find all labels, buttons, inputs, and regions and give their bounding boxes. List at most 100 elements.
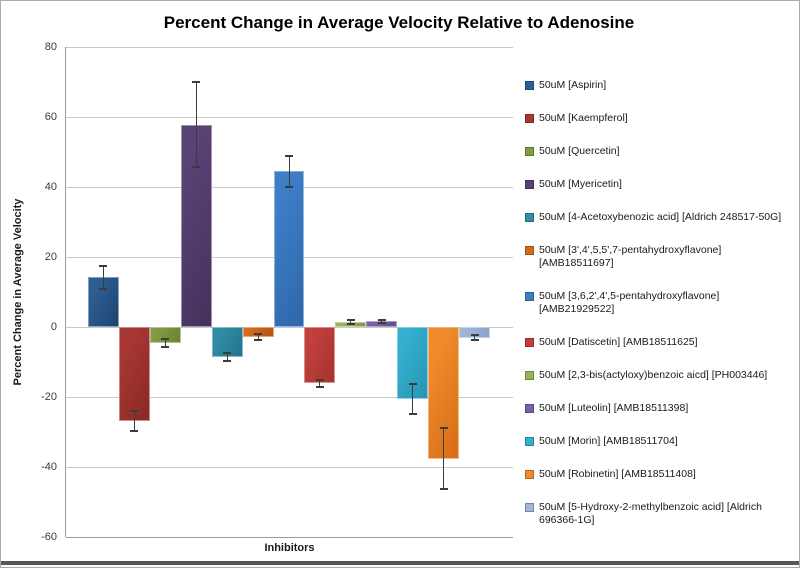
error-bar-line-8 <box>350 320 352 324</box>
legend-item-7: 50uM [Datiscetin] [AMB18511625] <box>525 336 797 349</box>
legend-item-2: 50uM [Quercetin] <box>525 145 797 158</box>
error-bar-line-0 <box>102 266 104 289</box>
chart-title: Percent Change in Average Velocity Relat… <box>163 13 635 32</box>
bottom-border-strip <box>1 561 799 565</box>
legend-swatch-icon <box>525 246 534 255</box>
legend-item-5: 50uM [3',4',5,5',7-pentahydroxyflavone] … <box>525 244 797 270</box>
legend-item-1: 50uM [Kaempferol] <box>525 112 797 125</box>
error-bar-cap-4 <box>223 359 232 362</box>
legend-label: 50uM [Kaempferol] <box>539 112 628 124</box>
y-tick-label--60: -60 <box>41 531 57 543</box>
error-bar-cap-9 <box>377 318 386 321</box>
error-bar-cap-2 <box>161 346 170 349</box>
y-tick-label-40: 40 <box>44 181 57 193</box>
error-bar-cap-11 <box>439 488 448 491</box>
legend-swatch-icon <box>525 338 534 347</box>
gridline-80 <box>66 47 513 48</box>
legend-label: 50uM [Quercetin] <box>539 145 620 157</box>
error-bar-cap-3 <box>192 166 201 169</box>
error-bar-line-6 <box>288 155 290 187</box>
error-bar-cap-8 <box>346 322 355 325</box>
legend-label: 50uM [4-Acetoxybenozic acid] [Aldrich 24… <box>539 211 782 223</box>
legend-item-3: 50uM [Myericetin] <box>525 178 797 191</box>
error-bar-cap-7 <box>315 385 324 388</box>
gridline--20 <box>66 397 513 398</box>
error-bar-line-2 <box>164 338 166 348</box>
bar-7 <box>304 327 336 383</box>
legend-item-6: 50uM [3,6,2',4',5-pentahydroxyflavone] [… <box>525 290 797 316</box>
error-bar-cap-1 <box>130 430 139 433</box>
y-tick-label--40: -40 <box>41 461 57 473</box>
y-tick-label--20: -20 <box>41 391 57 403</box>
error-bar-line-7 <box>319 379 321 387</box>
legend-label: 50uM [5-Hydroxy-2-methylbenzoic acid] [A… <box>539 501 762 526</box>
gridline-60 <box>66 117 513 118</box>
legend-item-9: 50uM [Luteolin] [AMB18511398] <box>525 402 797 415</box>
legend-swatch-icon <box>525 371 534 380</box>
error-bar-cap-3 <box>192 81 201 83</box>
error-bar-line-3 <box>195 82 197 168</box>
error-bar-cap-9 <box>377 322 386 325</box>
legend-label: 50uM [Datiscetin] [AMB18511625] <box>539 336 698 348</box>
legend-label: 50uM [Myericetin] <box>539 178 622 190</box>
legend-item-11: 50uM [Robinetin] [AMB18511408] <box>525 468 797 481</box>
legend-item-4: 50uM [4-Acetoxybenozic acid] [Aldrich 24… <box>525 211 797 224</box>
legend-swatch-icon <box>525 292 534 301</box>
error-bar-line-9 <box>381 319 383 324</box>
error-bar-line-4 <box>226 353 228 361</box>
legend-label: 50uM [3',4',5,5',7-pentahydroxyflavone] … <box>539 244 722 269</box>
error-bar-line-11 <box>443 428 445 490</box>
legend-swatch-icon <box>525 437 534 446</box>
error-bar-cap-0 <box>99 265 108 268</box>
bar-4 <box>211 327 243 358</box>
y-tick-label-20: 20 <box>44 251 57 263</box>
error-bar-cap-6 <box>285 154 293 157</box>
legend-swatch-icon <box>525 180 534 189</box>
legend-swatch-icon <box>525 470 534 479</box>
error-bar-cap-1 <box>130 410 139 412</box>
legend-item-8: 50uM [2,3-bis(actyloxy)benzoic aicd] [PH… <box>525 369 797 382</box>
legend-swatch-icon <box>525 404 534 413</box>
legend-label: 50uM [Luteolin] [AMB18511398] <box>539 402 689 414</box>
y-tick-label-0: 0 <box>50 321 57 333</box>
x-axis-line <box>66 537 513 538</box>
gridline--40 <box>66 467 513 468</box>
error-bar-cap-12 <box>470 339 479 342</box>
error-bar-cap-4 <box>223 352 232 355</box>
error-bar-cap-2 <box>161 337 170 340</box>
x-axis-title: Inhibitors <box>264 542 315 554</box>
legend-swatch-icon <box>525 213 534 222</box>
legend-label: 50uM [Morin] [AMB18511704] <box>539 435 678 447</box>
legend-label: 50uM [Robinetin] [AMB18511408] <box>539 468 696 480</box>
error-bar-cap-0 <box>99 287 108 290</box>
legend: 50uM [Aspirin] 50uM [Kaempferol] 50uM [Que… <box>525 79 797 527</box>
y-tick-label-80: 80 <box>44 41 57 53</box>
error-bar-cap-7 <box>315 378 324 381</box>
y-axis-line <box>65 47 66 537</box>
error-bar-cap-5 <box>254 333 263 336</box>
error-bar-cap-12 <box>470 333 479 336</box>
legend-item-12: 50uM [5-Hydroxy-2-methylbenzoic acid] [A… <box>525 501 797 527</box>
legend-label: 50uM [2,3-bis(actyloxy)benzoic aicd] [PH… <box>539 369 768 381</box>
error-bar-line-1 <box>133 411 135 432</box>
legend-label: 50uM [Aspirin] <box>539 79 607 91</box>
error-bar-cap-10 <box>408 413 417 416</box>
bar-3 <box>180 124 212 327</box>
legend-swatch-icon <box>525 147 534 156</box>
legend-item-10: 50uM [Morin] [AMB18511704] <box>525 435 797 448</box>
error-bar-line-10 <box>412 384 414 415</box>
y-tick-label-60: 60 <box>44 111 57 123</box>
error-bar-line-5 <box>257 334 259 340</box>
legend-item-0: 50uM [Aspirin] <box>525 79 797 92</box>
error-bar-line-12 <box>474 334 476 341</box>
error-bar-cap-6 <box>285 186 293 188</box>
legend-swatch-icon <box>525 503 534 512</box>
legend-swatch-icon <box>525 81 534 90</box>
error-bar-cap-8 <box>346 319 355 321</box>
legend-label: 50uM [3,6,2',4',5-pentahydroxyflavone] [… <box>539 290 720 315</box>
error-bar-cap-11 <box>439 427 448 430</box>
bar-6 <box>273 171 305 327</box>
plot-area <box>66 47 513 537</box>
gridline-0 <box>66 327 513 328</box>
